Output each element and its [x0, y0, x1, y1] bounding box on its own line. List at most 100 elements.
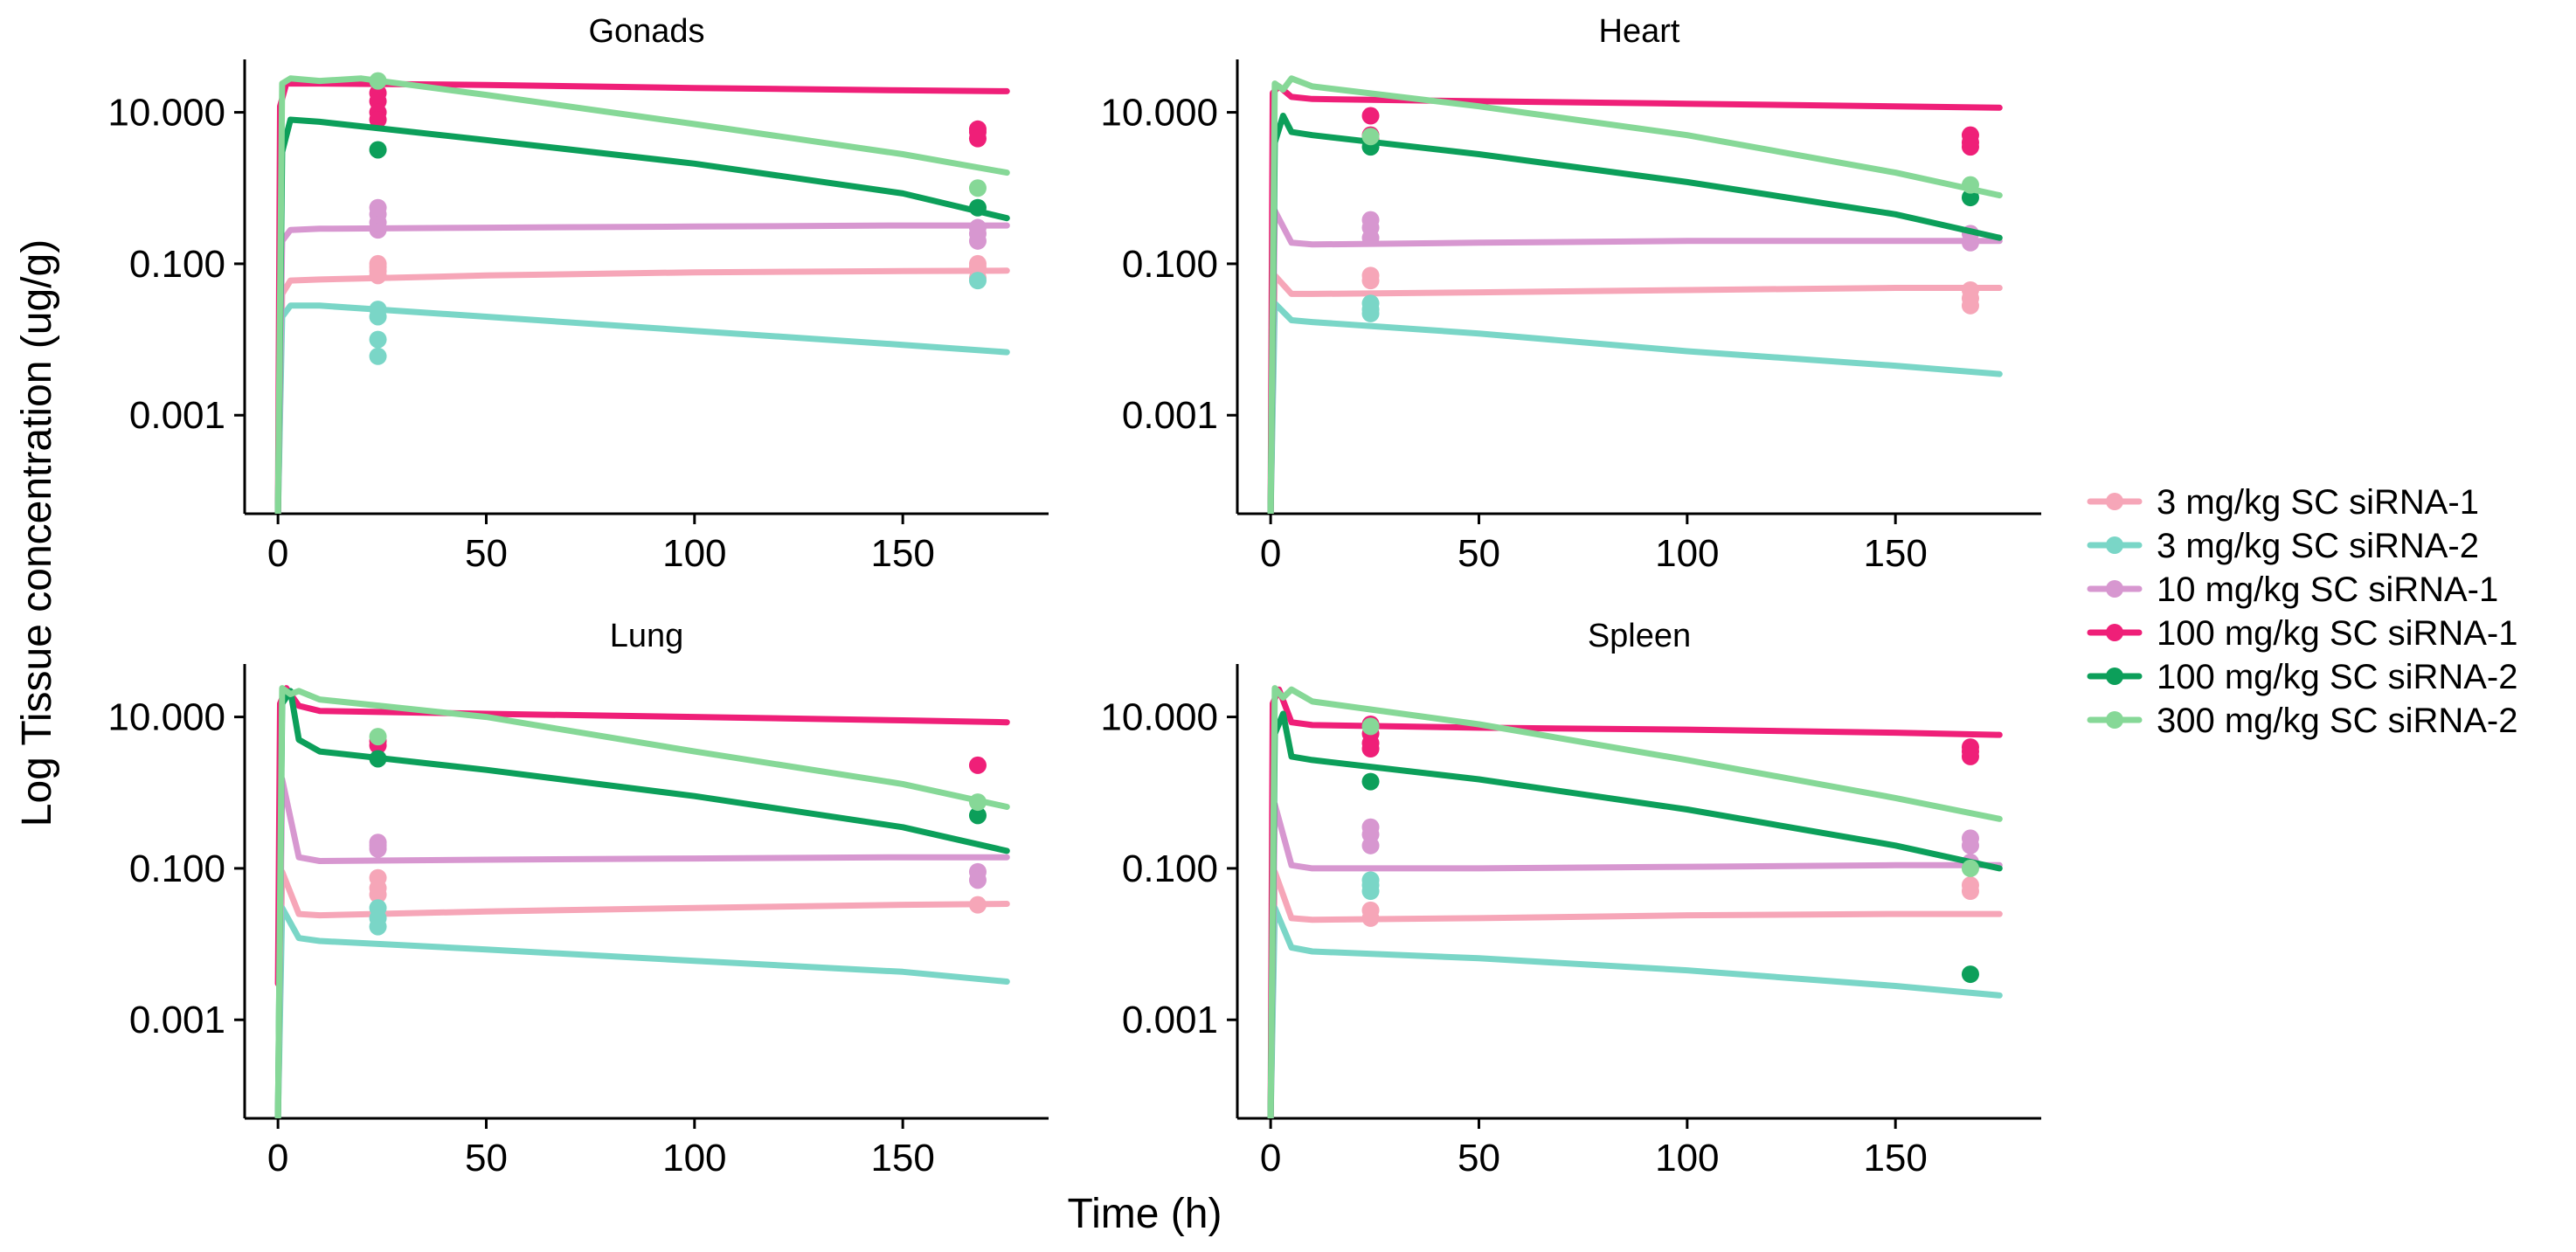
series-line-300-mg-kg-sc-sirna-2: [274, 685, 1010, 1118]
data-point-10-mg-kg-sc-sirna-1: [369, 840, 387, 858]
plot-area: [1267, 75, 2003, 514]
series-line-300-mg-kg-sc-sirna-2: [1267, 685, 2003, 1118]
legend-swatch-marker: [2106, 493, 2123, 510]
plot-area: [274, 685, 1010, 1118]
y-tick-label: 0.100: [1122, 243, 1218, 286]
legend-item-300-mg-kg-sc-sirna-2: 300 mg/kg SC siRNA-2: [2087, 702, 2517, 740]
data-point-3-mg-kg-sc-sirna-1: [1361, 272, 1380, 290]
data-point-100-mg-kg-sc-sirna-1: [369, 110, 387, 128]
data-point-10-mg-kg-sc-sirna-1: [1361, 836, 1380, 854]
series-line-300-mg-kg-sc-sirna-2: [1267, 75, 2003, 514]
data-point-3-mg-kg-sc-sirna-1: [1361, 909, 1380, 927]
y-tick-label: 10.000: [1100, 696, 1218, 739]
data-point-3-mg-kg-sc-sirna-2: [369, 917, 387, 936]
x-tick-label: 100: [1655, 532, 1719, 575]
data-point-100-mg-kg-sc-sirna-1: [968, 756, 987, 774]
series-line-3-mg-kg-sc-sirna-2: [274, 904, 1010, 1118]
data-point-3-mg-kg-sc-sirna-1: [968, 254, 987, 273]
data-point-100-mg-kg-sc-sirna-2: [1961, 189, 1979, 207]
plot-area: [1267, 685, 2003, 1118]
y-tick-label: 10.000: [107, 92, 225, 135]
data-point-100-mg-kg-sc-sirna-2: [369, 750, 387, 768]
legend-label: 10 mg/kg SC siRNA-1: [2157, 571, 2498, 609]
series-line-3-mg-kg-sc-sirna-1: [1267, 272, 2003, 514]
legend-swatch-marker: [2106, 711, 2123, 729]
panel-lung: Lung 0.001 0.100 10.000 0 50 100 150: [107, 618, 1049, 1179]
series-line-10-mg-kg-sc-sirna-1: [1267, 801, 2003, 1118]
x-axis-title: Time (h): [1068, 1191, 1222, 1237]
data-point-300-mg-kg-sc-sirna-2: [1361, 717, 1380, 736]
data-point-100-mg-kg-sc-sirna-2: [1361, 772, 1380, 791]
panels-layer: Gonads 0.001 0.100 10.000 0 50 100 150 Heart 0.00…: [107, 13, 2041, 1179]
data-point-3-mg-kg-sc-sirna-2: [369, 330, 387, 349]
panel-gonads: Gonads 0.001 0.100 10.000 0 50 100 150: [107, 13, 1049, 575]
plot-area: [274, 72, 1010, 514]
legend-item-10-mg-kg-sc-sirna-1: 10 mg/kg SC siRNA-1: [2087, 571, 2498, 609]
data-point-3-mg-kg-sc-sirna-1: [369, 262, 387, 280]
data-point-300-mg-kg-sc-sirna-2: [1361, 128, 1380, 146]
y-tick-label: 10.000: [1100, 92, 1218, 135]
x-tick-label: 150: [1863, 532, 1927, 575]
x-tick-label: 100: [662, 532, 726, 575]
x-tick-label: 50: [465, 1137, 508, 1179]
x-tick-label: 0: [267, 1137, 288, 1179]
data-point-300-mg-kg-sc-sirna-2: [369, 728, 387, 746]
data-point-100-mg-kg-sc-sirna-1: [968, 129, 987, 148]
y-tick-label: 0.001: [1122, 999, 1218, 1041]
data-point-300-mg-kg-sc-sirna-2: [369, 72, 387, 90]
series-line-300-mg-kg-sc-sirna-2: [274, 75, 1010, 514]
legend-item-3-mg-kg-sc-sirna-1: 3 mg/kg SC siRNA-1: [2087, 483, 2479, 522]
series-line-3-mg-kg-sc-sirna-1: [274, 868, 1010, 1118]
panel-title-heart: Heart: [1599, 13, 1680, 50]
data-point-300-mg-kg-sc-sirna-2: [968, 179, 987, 197]
data-point-100-mg-kg-sc-sirna-1: [1961, 747, 1979, 765]
legend-label: 100 mg/kg SC siRNA-1: [2157, 614, 2517, 653]
data-point-300-mg-kg-sc-sirna-2: [968, 793, 987, 812]
x-tick-label: 150: [1863, 1137, 1927, 1179]
data-point-10-mg-kg-sc-sirna-1: [968, 218, 987, 237]
legend-label: 3 mg/kg SC siRNA-1: [2157, 483, 2479, 522]
x-tick-label: 0: [1260, 532, 1281, 575]
panel-heart: Heart 0.001 0.100 10.000 0 50 100 150: [1100, 13, 2041, 575]
x-tick-label: 150: [870, 1137, 934, 1179]
data-point-3-mg-kg-sc-sirna-1: [1961, 280, 1979, 299]
series-line-100-mg-kg-sc-sirna-2: [1267, 710, 2003, 1118]
data-point-3-mg-kg-sc-sirna-1: [1961, 296, 1979, 315]
series-line-3-mg-kg-sc-sirna-1: [1267, 868, 2003, 1118]
series-line-10-mg-kg-sc-sirna-1: [274, 776, 1010, 1118]
data-point-10-mg-kg-sc-sirna-1: [1961, 836, 1979, 854]
legend-swatch-marker: [2106, 624, 2123, 641]
data-point-3-mg-kg-sc-sirna-1: [1961, 882, 1979, 900]
x-tick-label: 50: [1458, 532, 1500, 575]
x-tick-label: 0: [1260, 1137, 1281, 1179]
data-point-10-mg-kg-sc-sirna-1: [1961, 233, 1979, 252]
data-point-10-mg-kg-sc-sirna-1: [369, 198, 387, 217]
data-point-300-mg-kg-sc-sirna-2: [1961, 859, 1979, 877]
legend-label: 3 mg/kg SC siRNA-2: [2157, 527, 2479, 565]
panel-title-lung: Lung: [610, 618, 684, 654]
y-tick-label: 0.100: [1122, 847, 1218, 890]
data-point-100-mg-kg-sc-sirna-2: [968, 198, 987, 217]
panel-title-gonads: Gonads: [588, 13, 704, 50]
panel-title-spleen: Spleen: [1588, 618, 1691, 654]
y-tick-label: 0.100: [129, 243, 225, 286]
data-point-3-mg-kg-sc-sirna-2: [369, 308, 387, 326]
data-point-3-mg-kg-sc-sirna-1: [369, 885, 387, 903]
data-point-3-mg-kg-sc-sirna-2: [1361, 304, 1380, 322]
legend-item-100-mg-kg-sc-sirna-2: 100 mg/kg SC siRNA-2: [2087, 658, 2517, 696]
legend-item-3-mg-kg-sc-sirna-2: 3 mg/kg SC siRNA-2: [2087, 527, 2479, 565]
data-point-300-mg-kg-sc-sirna-2: [1961, 176, 1979, 194]
series-line-3-mg-kg-sc-sirna-2: [1267, 300, 2003, 514]
y-tick-label: 0.100: [129, 847, 225, 890]
x-tick-label: 100: [662, 1137, 726, 1179]
series-line-3-mg-kg-sc-sirna-2: [1267, 904, 2003, 1118]
data-point-100-mg-kg-sc-sirna-1: [1361, 739, 1380, 757]
data-point-100-mg-kg-sc-sirna-2: [1961, 965, 1979, 984]
data-point-3-mg-kg-sc-sirna-2: [369, 347, 387, 365]
y-tick-label: 0.001: [1122, 394, 1218, 437]
legend: 3 mg/kg SC siRNA-1 3 mg/kg SC siRNA-2 10 m…: [2087, 483, 2517, 740]
x-tick-label: 100: [1655, 1137, 1719, 1179]
x-tick-label: 0: [267, 532, 288, 575]
